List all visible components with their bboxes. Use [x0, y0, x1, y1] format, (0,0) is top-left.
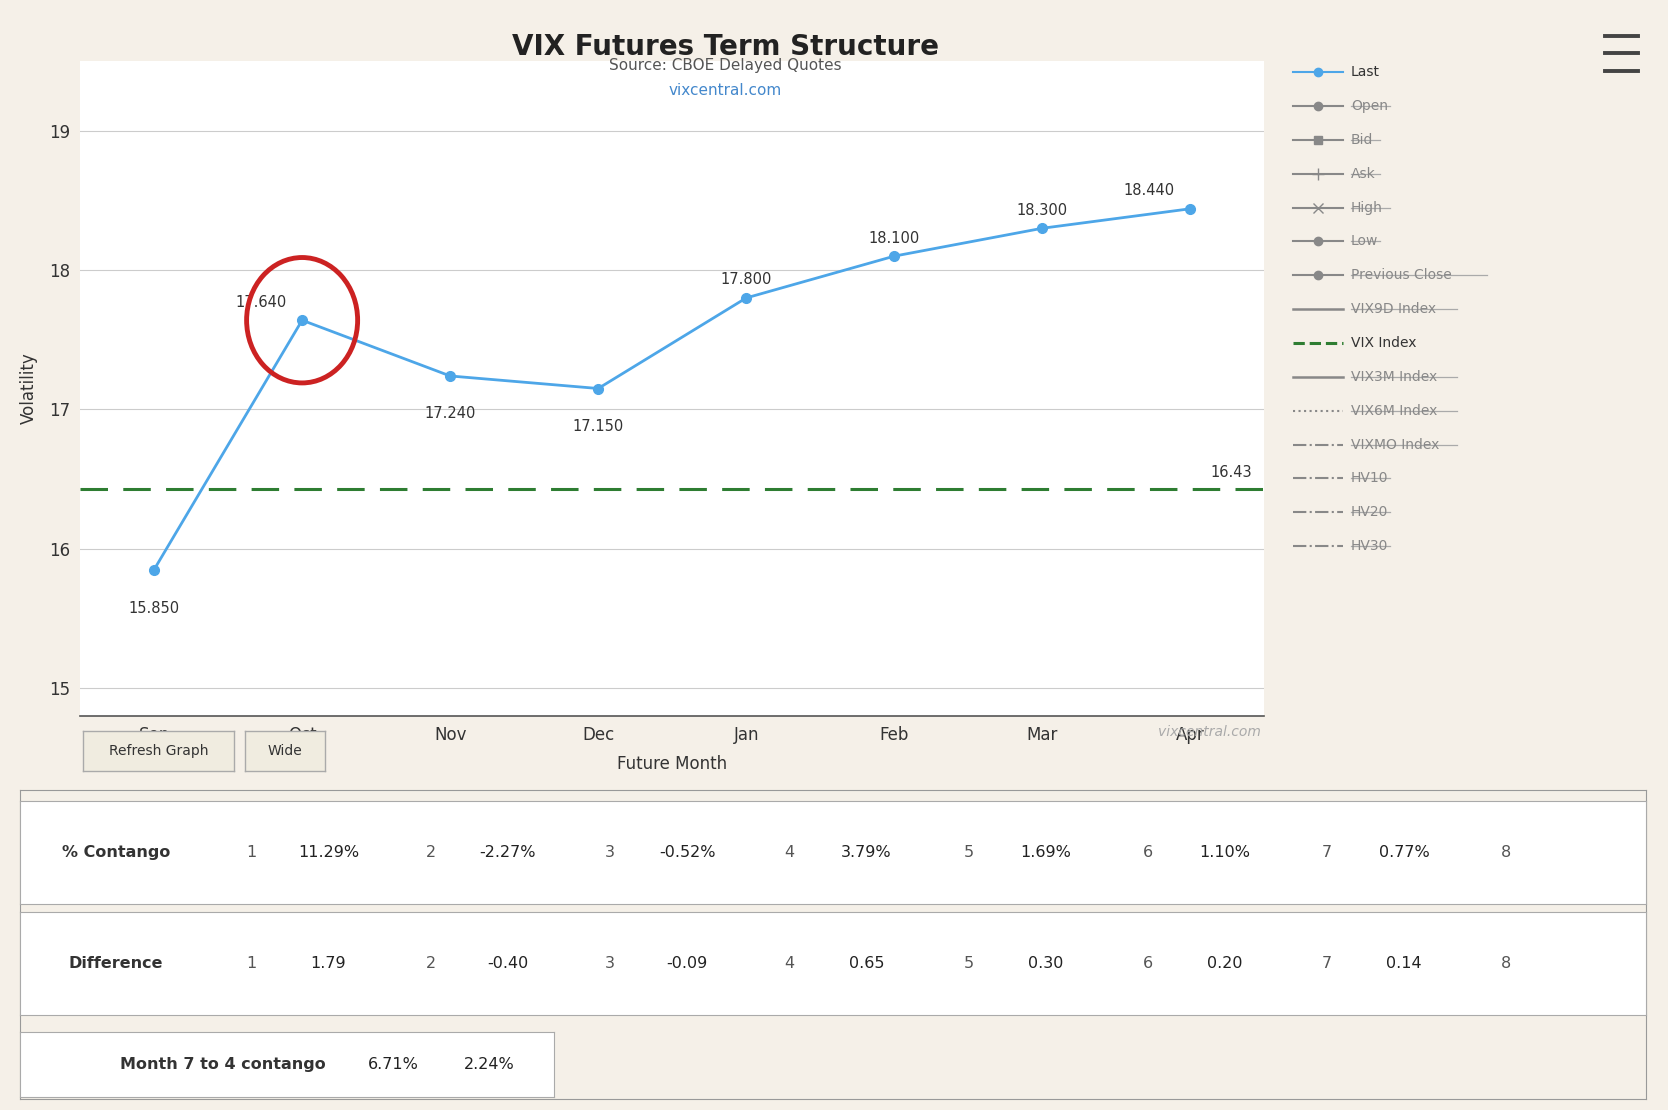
Text: VIX9D Index: VIX9D Index: [1351, 302, 1436, 316]
Text: vixcentral.com: vixcentral.com: [1158, 725, 1261, 739]
Text: 3.79%: 3.79%: [841, 845, 892, 860]
Text: 2: 2: [425, 845, 435, 860]
Text: Refresh Graph: Refresh Graph: [108, 745, 208, 758]
Text: 2: 2: [425, 956, 435, 971]
Text: -2.27%: -2.27%: [479, 845, 535, 860]
Text: Last: Last: [1351, 65, 1379, 79]
Text: % Contango: % Contango: [62, 845, 170, 860]
Text: 8: 8: [1501, 845, 1511, 860]
Text: 0.20: 0.20: [1208, 956, 1243, 971]
Text: 4: 4: [784, 956, 794, 971]
Text: 0.30: 0.30: [1027, 956, 1063, 971]
Text: VIX3M Index: VIX3M Index: [1351, 370, 1438, 384]
Text: 18.300: 18.300: [1017, 203, 1068, 218]
Text: VIX Index: VIX Index: [1351, 336, 1416, 350]
Text: 16.43: 16.43: [1211, 465, 1253, 481]
Text: 5: 5: [964, 845, 974, 860]
Text: 0.65: 0.65: [849, 956, 884, 971]
Text: Wide: Wide: [269, 745, 302, 758]
Text: HV20: HV20: [1351, 505, 1388, 519]
Text: 2.24%: 2.24%: [464, 1057, 515, 1072]
Text: Source: CBOE Delayed Quotes: Source: CBOE Delayed Quotes: [609, 58, 842, 73]
Text: Difference: Difference: [68, 956, 163, 971]
Y-axis label: Volatility: Volatility: [20, 353, 38, 424]
Text: 4: 4: [784, 845, 794, 860]
Text: HV10: HV10: [1351, 472, 1388, 485]
Text: 8: 8: [1501, 956, 1511, 971]
Text: Month 7 to 4 contango: Month 7 to 4 contango: [120, 1057, 325, 1072]
Text: 5: 5: [964, 956, 974, 971]
Text: 1.79: 1.79: [310, 956, 347, 971]
Text: 6: 6: [1143, 845, 1153, 860]
Text: 1: 1: [247, 956, 257, 971]
Text: -0.40: -0.40: [487, 956, 529, 971]
Text: Open: Open: [1351, 99, 1388, 113]
Text: 3: 3: [605, 845, 615, 860]
Text: 6: 6: [1143, 956, 1153, 971]
Text: 7: 7: [1323, 845, 1333, 860]
Text: Ask: Ask: [1351, 166, 1376, 181]
Text: 15.850: 15.850: [128, 602, 180, 616]
Text: 17.240: 17.240: [424, 406, 475, 421]
Text: HV30: HV30: [1351, 539, 1388, 553]
Text: 1: 1: [247, 845, 257, 860]
Text: 3: 3: [605, 956, 615, 971]
Text: 0.14: 0.14: [1386, 956, 1423, 971]
Text: vixcentral.com: vixcentral.com: [669, 83, 782, 99]
Text: Bid: Bid: [1351, 133, 1373, 147]
Text: 17.150: 17.150: [572, 418, 624, 434]
Text: High: High: [1351, 201, 1383, 214]
Text: Previous Close: Previous Close: [1351, 269, 1451, 282]
Text: Low: Low: [1351, 234, 1378, 249]
Text: VIX6M Index: VIX6M Index: [1351, 404, 1438, 417]
Text: -0.52%: -0.52%: [659, 845, 716, 860]
Text: VIXMO Index: VIXMO Index: [1351, 437, 1439, 452]
Text: 17.800: 17.800: [721, 272, 772, 287]
X-axis label: Future Month: Future Month: [617, 755, 727, 773]
Text: VIX Futures Term Structure: VIX Futures Term Structure: [512, 33, 939, 61]
Text: 6.71%: 6.71%: [369, 1057, 419, 1072]
Text: 1.10%: 1.10%: [1199, 845, 1251, 860]
Text: 18.440: 18.440: [1123, 183, 1174, 199]
Text: 17.640: 17.640: [235, 294, 287, 310]
Text: 18.100: 18.100: [869, 231, 919, 245]
Text: 7: 7: [1323, 956, 1333, 971]
Text: -0.09: -0.09: [667, 956, 707, 971]
Text: 0.77%: 0.77%: [1379, 845, 1429, 860]
Text: 1.69%: 1.69%: [1021, 845, 1071, 860]
Text: 11.29%: 11.29%: [299, 845, 359, 860]
